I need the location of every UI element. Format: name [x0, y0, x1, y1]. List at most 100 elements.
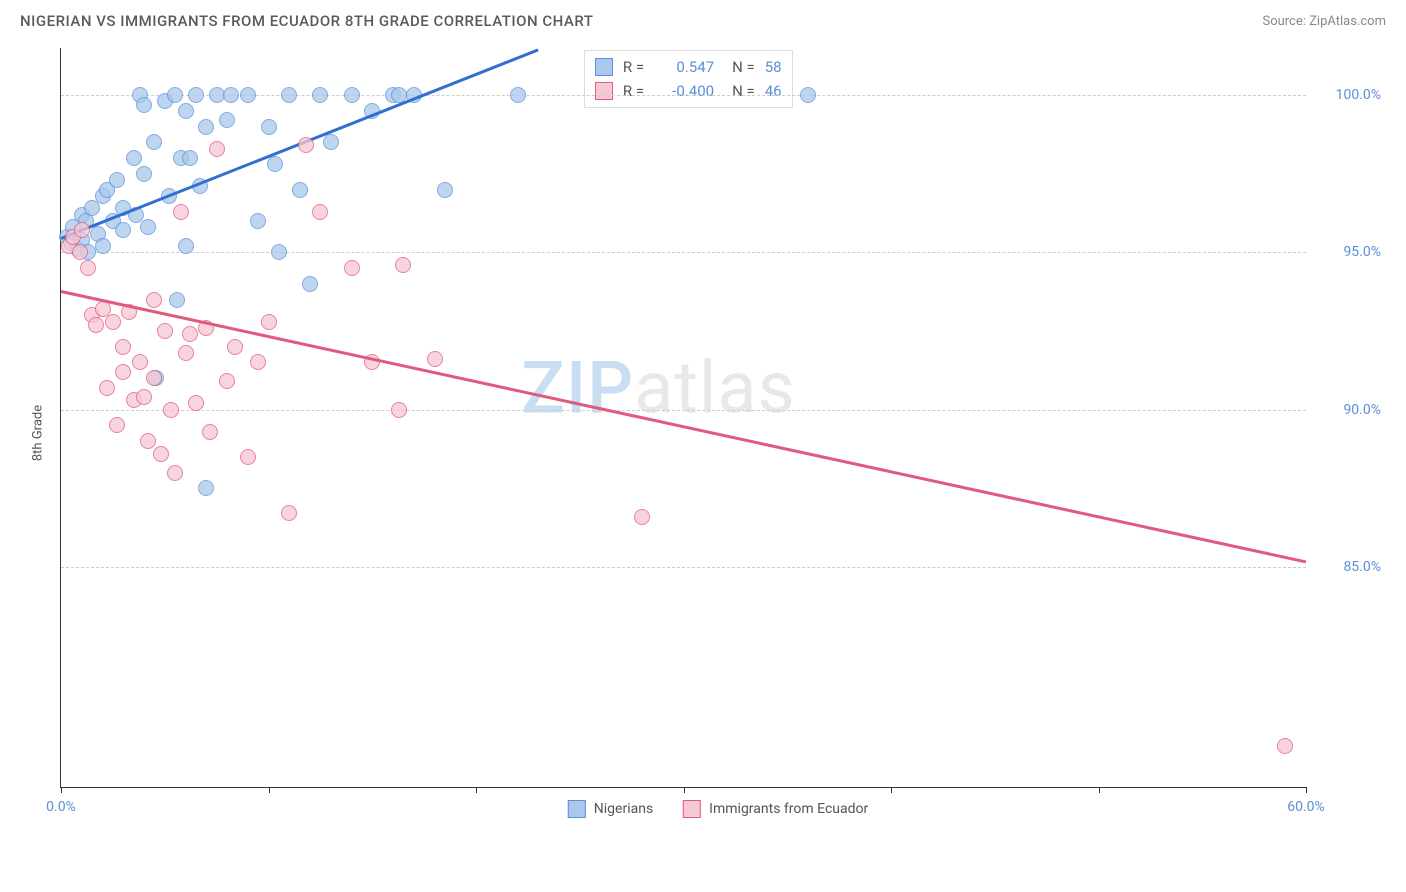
- watermark: ZIPatlas: [521, 345, 795, 430]
- legend-series-label: Nigerians: [594, 801, 653, 817]
- data-point: [298, 137, 314, 153]
- data-point: [178, 345, 194, 361]
- watermark-atlas: atlas: [634, 345, 796, 430]
- x-tick: [891, 787, 892, 793]
- data-point: [800, 87, 816, 103]
- data-point: [169, 292, 185, 308]
- legend-n-value: 46: [765, 79, 782, 103]
- legend-r-label: R =: [623, 55, 644, 79]
- data-point: [344, 87, 360, 103]
- data-point: [153, 446, 169, 462]
- data-point: [344, 260, 360, 276]
- data-point: [167, 87, 183, 103]
- data-point: [136, 389, 152, 405]
- y-tick-label: 85.0%: [1343, 559, 1381, 575]
- data-point: [109, 172, 125, 188]
- chart-container: 8th Grade ZIPatlas R =0.547N =58R =-0.40…: [50, 38, 1386, 828]
- data-point: [173, 204, 189, 220]
- data-point: [74, 222, 90, 238]
- x-tick: [1099, 787, 1100, 793]
- gridline: [61, 410, 1306, 411]
- y-tick-label: 95.0%: [1343, 244, 1381, 260]
- data-point: [202, 424, 218, 440]
- data-point: [261, 119, 277, 135]
- data-point: [146, 370, 162, 386]
- data-point: [178, 103, 194, 119]
- data-point: [163, 402, 179, 418]
- data-point: [198, 119, 214, 135]
- legend-series-item: Immigrants from Ecuador: [683, 800, 868, 818]
- legend-r-label: R =: [623, 79, 644, 103]
- y-axis-label: 8th Grade: [31, 405, 46, 461]
- legend-r-value: -0.400: [654, 79, 714, 103]
- data-point: [72, 244, 88, 260]
- data-point: [136, 166, 152, 182]
- legend-correlation-box: R =0.547N =58R =-0.400N =46: [584, 50, 793, 108]
- data-point: [219, 112, 235, 128]
- data-point: [80, 260, 96, 276]
- data-point: [227, 339, 243, 355]
- data-point: [115, 339, 131, 355]
- data-point: [126, 150, 142, 166]
- legend-bottom: Nigerians Immigrants from Ecuador: [568, 800, 868, 818]
- data-point: [157, 323, 173, 339]
- data-point: [95, 238, 111, 254]
- x-tick: [1306, 787, 1307, 793]
- data-point: [136, 97, 152, 113]
- data-point: [302, 276, 318, 292]
- data-point: [219, 373, 235, 389]
- legend-r-value: 0.547: [654, 55, 714, 79]
- data-point: [1277, 738, 1293, 754]
- legend-series-label: Immigrants from Ecuador: [709, 801, 868, 817]
- x-tick: [684, 787, 685, 793]
- chart-title: NIGERIAN VS IMMIGRANTS FROM ECUADOR 8TH …: [20, 12, 593, 30]
- data-point: [312, 87, 328, 103]
- data-point: [178, 238, 194, 254]
- data-point: [115, 364, 131, 380]
- data-point: [267, 156, 283, 172]
- data-point: [188, 395, 204, 411]
- data-point: [250, 213, 266, 229]
- data-point: [146, 134, 162, 150]
- data-point: [109, 417, 125, 433]
- legend-series-item: Nigerians: [568, 800, 653, 818]
- data-point: [132, 354, 148, 370]
- chart-header: NIGERIAN VS IMMIGRANTS FROM ECUADOR 8TH …: [0, 0, 1406, 38]
- chart-source: Source: ZipAtlas.com: [1262, 14, 1386, 29]
- data-point: [395, 257, 411, 273]
- data-point: [209, 141, 225, 157]
- data-point: [391, 402, 407, 418]
- data-point: [634, 509, 650, 525]
- legend-swatch: [595, 82, 613, 100]
- x-tick: [269, 787, 270, 793]
- x-tick-label: 0.0%: [46, 799, 76, 815]
- data-point: [188, 87, 204, 103]
- data-point: [510, 87, 526, 103]
- data-point: [88, 317, 104, 333]
- data-point: [281, 505, 297, 521]
- data-point: [437, 182, 453, 198]
- data-point: [140, 433, 156, 449]
- x-tick-label: 60.0%: [1287, 799, 1325, 815]
- legend-swatch: [595, 58, 613, 76]
- data-point: [240, 449, 256, 465]
- watermark-zip: ZIP: [521, 345, 634, 430]
- gridline: [61, 567, 1306, 568]
- legend-correlation-row: R =0.547N =58: [595, 55, 782, 79]
- data-point: [292, 182, 308, 198]
- data-point: [261, 314, 277, 330]
- data-point: [281, 87, 297, 103]
- data-point: [223, 87, 239, 103]
- x-tick: [476, 787, 477, 793]
- trend-line: [61, 290, 1307, 563]
- legend-n-value: 58: [765, 55, 782, 79]
- data-point: [250, 354, 266, 370]
- x-tick: [61, 787, 62, 793]
- data-point: [182, 150, 198, 166]
- data-point: [182, 326, 198, 342]
- gridline: [61, 252, 1306, 253]
- data-point: [140, 219, 156, 235]
- data-point: [427, 351, 443, 367]
- y-tick-label: 90.0%: [1343, 402, 1381, 418]
- data-point: [271, 244, 287, 260]
